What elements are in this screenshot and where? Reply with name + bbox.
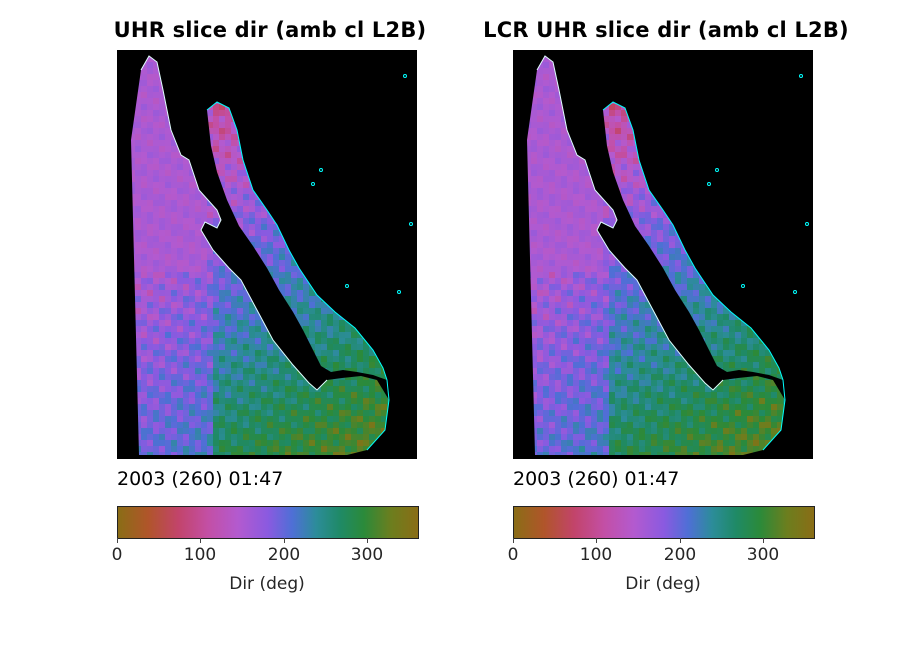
chart-panel-left: UHR slice dir (amb cl L2B) 2003 (260) 01… (60, 0, 480, 652)
colorbar-tick (367, 538, 368, 543)
islet (345, 284, 349, 288)
colorbar (117, 506, 419, 539)
colorbar-tick (763, 538, 764, 543)
colorbar-tick (680, 538, 681, 543)
islet (805, 222, 809, 226)
colorbar-label: Dir (deg) (625, 574, 701, 594)
chart-panel-right: LCR UHR slice dir (amb cl L2B) 2003 (260… (456, 0, 876, 652)
direction-map-svg (131, 55, 413, 455)
islet (319, 168, 323, 172)
direction-map (117, 50, 417, 459)
chart-title: LCR UHR slice dir (amb cl L2B) (483, 18, 849, 42)
timestamp-label: 2003 (260) 01:47 (117, 468, 284, 490)
direction-map-svg (527, 55, 809, 455)
islet (715, 168, 719, 172)
islet (397, 290, 401, 294)
direction-map (513, 50, 813, 459)
islet (409, 222, 413, 226)
direction-field (527, 56, 785, 455)
coastline (206, 101, 390, 451)
colorbar-tick-label: 200 (663, 545, 697, 565)
coastline (602, 101, 786, 451)
islet (793, 290, 797, 294)
direction-field (131, 56, 389, 455)
colorbar-tick (117, 538, 118, 543)
colorbar-tick (200, 538, 201, 543)
coastline (140, 55, 328, 391)
timestamp-label: 2003 (260) 01:47 (513, 468, 680, 490)
colorbar-tick (596, 538, 597, 543)
islet (799, 74, 803, 78)
chart-title: UHR slice dir (amb cl L2B) (113, 18, 427, 42)
islet (741, 284, 745, 288)
islet (311, 182, 315, 186)
colorbar-tick-label: 200 (267, 545, 301, 565)
colorbar-tick-label: 300 (746, 545, 780, 565)
coastline (536, 55, 724, 391)
colorbar-tick-label: 300 (350, 545, 384, 565)
colorbar-tick-label: 0 (507, 545, 519, 565)
colorbar (513, 506, 815, 539)
colorbar-tick-label: 100 (183, 545, 217, 565)
islet (403, 74, 407, 78)
colorbar-tick (513, 538, 514, 543)
colorbar-tick-label: 100 (579, 545, 613, 565)
colorbar-tick (284, 538, 285, 543)
islet (707, 182, 711, 186)
colorbar-tick-label: 0 (111, 545, 123, 565)
colorbar-label: Dir (deg) (229, 574, 305, 594)
